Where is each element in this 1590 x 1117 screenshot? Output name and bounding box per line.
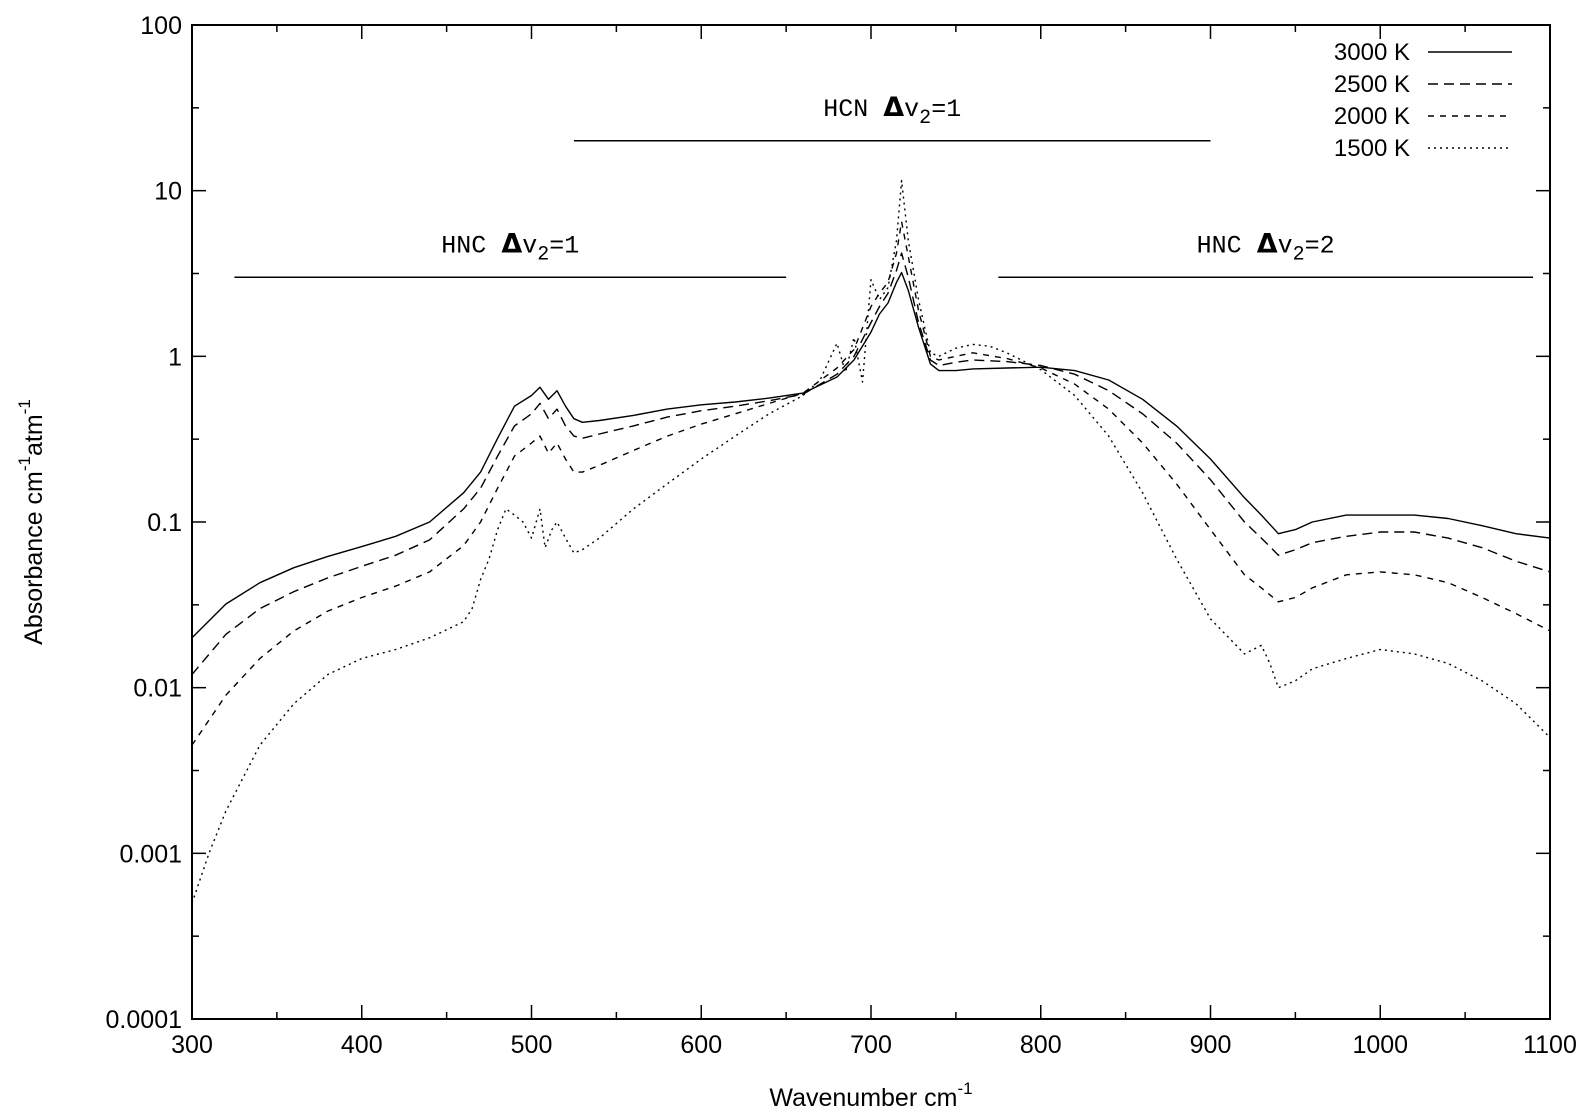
band-label: HNC Δv2=1 <box>441 228 579 266</box>
x-tick-label: 700 <box>850 1031 892 1059</box>
y-tick-label: 0.0001 <box>106 1006 182 1034</box>
x-tick-label: 300 <box>171 1031 213 1059</box>
tick-labels: 300 400 500 600 700 800 900 1000 11000.00010.001… <box>106 12 1577 1059</box>
series-line-1500k <box>191 179 1551 904</box>
legend-label: 2000 K <box>1334 103 1410 130</box>
legend-label: 2500 K <box>1334 71 1410 98</box>
x-tick-label: 900 <box>1190 1031 1232 1059</box>
series-line-2500k <box>191 252 1551 675</box>
series-lines <box>191 179 1551 904</box>
legend-label: 3000 K <box>1334 39 1410 66</box>
y-tick-label: 1 <box>168 343 182 371</box>
y-tick-label: 10 <box>154 178 182 206</box>
x-axis-label: Wavenumber cm-1 <box>769 1079 972 1112</box>
x-tick-label: 1100 <box>1523 1031 1577 1059</box>
x-tick-label: 800 <box>1020 1031 1062 1059</box>
legend: 3000 K 2500 K 2000 K 1500 K <box>1334 39 1512 162</box>
y-tick-label: 0.01 <box>133 675 182 703</box>
x-tick-label: 600 <box>680 1031 722 1059</box>
legend-label: 1500 K <box>1334 135 1410 162</box>
x-tick-label: 500 <box>511 1031 553 1059</box>
series-line-2000k <box>191 220 1551 746</box>
y-tick-label: 0.001 <box>119 840 182 868</box>
band-label: HNC Δv2=2 <box>1197 228 1335 266</box>
series-line-3000k <box>191 271 1551 639</box>
y-tick-label: 100 <box>140 12 182 40</box>
plot-frame <box>191 24 1551 1020</box>
axis-ticks <box>191 24 1551 1020</box>
x-tick-label: 400 <box>341 1031 383 1059</box>
annotations: HCN Δv2=1 HNC Δv2=1 HNC Δv2=2 <box>234 92 1534 279</box>
y-tick-label: 0.1 <box>147 509 182 537</box>
x-tick-label: 1000 <box>1352 1031 1408 1059</box>
band-label: HCN Δv2=1 <box>823 92 961 130</box>
y-axis-label: Absorbance cm-1atm-1 <box>15 399 48 645</box>
